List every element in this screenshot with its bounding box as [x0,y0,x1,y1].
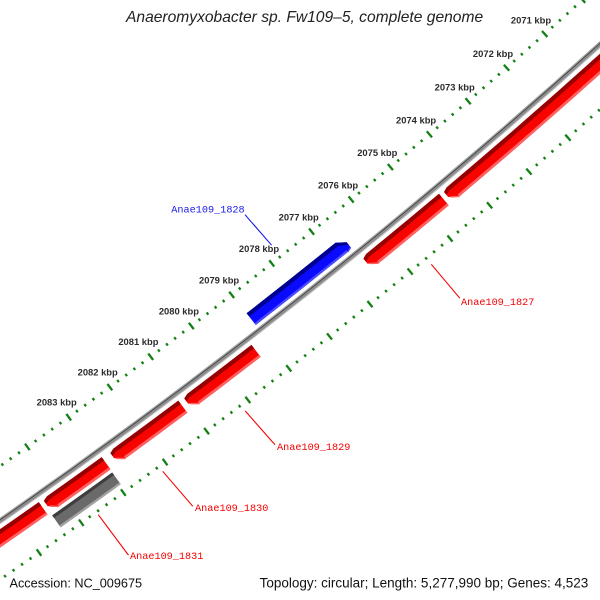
svg-text:2081 kbp: 2081 kbp [118,336,158,347]
svg-text:2077 kbp: 2077 kbp [279,211,319,222]
svg-text:Anae109_1827: Anae109_1827 [461,298,534,309]
svg-text:Accession: NC_009675: Accession: NC_009675 [10,577,143,591]
svg-text:2079 kbp: 2079 kbp [199,274,239,285]
svg-text:2078 kbp: 2078 kbp [239,243,279,254]
svg-text:2075 kbp: 2075 kbp [357,147,397,158]
svg-text:Anae109_1828: Anae109_1828 [171,206,244,217]
svg-text:2080 kbp: 2080 kbp [159,305,199,316]
svg-text:2082 kbp: 2082 kbp [78,366,118,377]
svg-text:2073 kbp: 2073 kbp [435,81,475,92]
svg-text:2074 kbp: 2074 kbp [396,114,436,125]
svg-text:Anae109_1831: Anae109_1831 [130,552,203,563]
svg-text:2071 kbp: 2071 kbp [511,14,551,25]
svg-text:2083 kbp: 2083 kbp [37,396,77,407]
svg-text:2072 kbp: 2072 kbp [473,48,513,59]
svg-text:Topology: circular; Length: 5,: Topology: circular; Length: 5,277,990 bp… [260,576,589,591]
svg-text:Anae109_1829: Anae109_1829 [277,443,350,454]
svg-text:2076 kbp: 2076 kbp [318,179,358,190]
svg-text:Anae109_1830: Anae109_1830 [195,504,268,515]
svg-text:Anaeromyxobacter sp. Fw109–5,: Anaeromyxobacter sp. Fw109–5, complete g… [125,9,483,26]
